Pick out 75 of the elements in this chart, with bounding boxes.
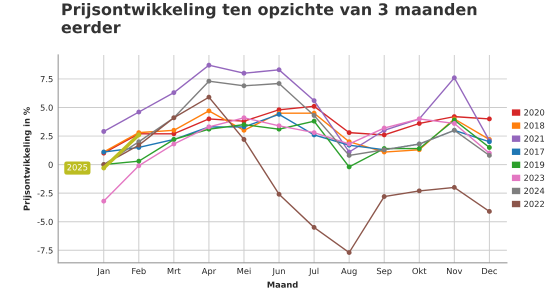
y-tick-label: -5.0: [37, 218, 53, 226]
point: [206, 94, 212, 100]
x-tick-label: Apr: [202, 268, 216, 276]
point: [101, 166, 106, 170]
point: [416, 121, 422, 126]
x-tick-label: Sep: [376, 268, 392, 276]
x-tick-label: Jul: [308, 268, 318, 276]
point: [276, 67, 282, 72]
x-tick-label: Jan: [96, 268, 110, 276]
x-axis-title: Maand: [268, 281, 298, 288]
y-tick-label: -7.5: [37, 247, 53, 254]
point: [486, 209, 492, 214]
x-tick-label: Okt: [412, 268, 426, 274]
point: [276, 81, 282, 86]
point: [312, 98, 317, 104]
legend-label: 2022: [524, 200, 544, 208]
point: [382, 132, 387, 138]
point: [452, 75, 457, 80]
point: [382, 126, 387, 130]
x-tick-label: Mei: [237, 268, 251, 274]
point: [242, 83, 246, 88]
y-tick-label: -2.5: [37, 190, 53, 196]
point: [171, 90, 176, 96]
point: [136, 158, 142, 164]
point: [486, 145, 492, 150]
y-axis-title: Prijsontwikkeling in %: [23, 107, 32, 210]
x-tick-label: Mrt: [168, 268, 181, 274]
point: [206, 62, 212, 68]
point: [486, 116, 492, 122]
point: [242, 70, 246, 76]
point: [486, 153, 492, 158]
point: [346, 130, 352, 136]
point: [242, 137, 246, 142]
point: [276, 123, 282, 128]
point: [101, 129, 106, 134]
y-tick-label: 7.5: [40, 76, 53, 82]
x-tick-label: Feb: [132, 268, 146, 274]
x-tick-label: Aug: [341, 268, 357, 276]
legend-label: 2017: [524, 148, 544, 155]
point: [206, 78, 212, 84]
point: [206, 116, 212, 122]
y-tick-label: 0: [48, 162, 53, 168]
legend-label: 2018: [524, 122, 544, 129]
y-tick-label: 2.5: [40, 133, 53, 140]
legend-label: 2024: [524, 188, 544, 194]
point: [312, 225, 317, 230]
point: [312, 104, 317, 109]
x-tick-label: Dec: [482, 268, 497, 274]
legend-label: 2023: [524, 174, 544, 181]
point: [136, 110, 142, 114]
point: [346, 164, 352, 170]
point: [382, 194, 387, 200]
point: [416, 188, 422, 194]
legend-label: 2021: [524, 135, 544, 142]
point: [452, 185, 457, 190]
y-tick-label: 5.0: [40, 104, 53, 111]
series-label: 2025: [67, 164, 88, 170]
chart-title: Prijsontwikkeling ten opzichte van 3 maanden eerder: [62, 2, 476, 34]
point: [346, 250, 352, 255]
point: [101, 198, 106, 204]
point: [171, 128, 176, 133]
point: [136, 142, 142, 148]
point: [206, 108, 212, 114]
legend-label: 2020: [524, 109, 544, 116]
point: [312, 118, 317, 124]
x-tick-label: Jun: [272, 268, 285, 276]
point: [242, 115, 246, 120]
x-tick-label: Nov: [447, 268, 462, 274]
point: [452, 121, 457, 126]
point: [136, 163, 142, 168]
point: [312, 113, 317, 118]
point: [346, 153, 352, 158]
legend-label: 2019: [524, 162, 544, 168]
point: [276, 192, 282, 197]
point: [171, 142, 176, 146]
